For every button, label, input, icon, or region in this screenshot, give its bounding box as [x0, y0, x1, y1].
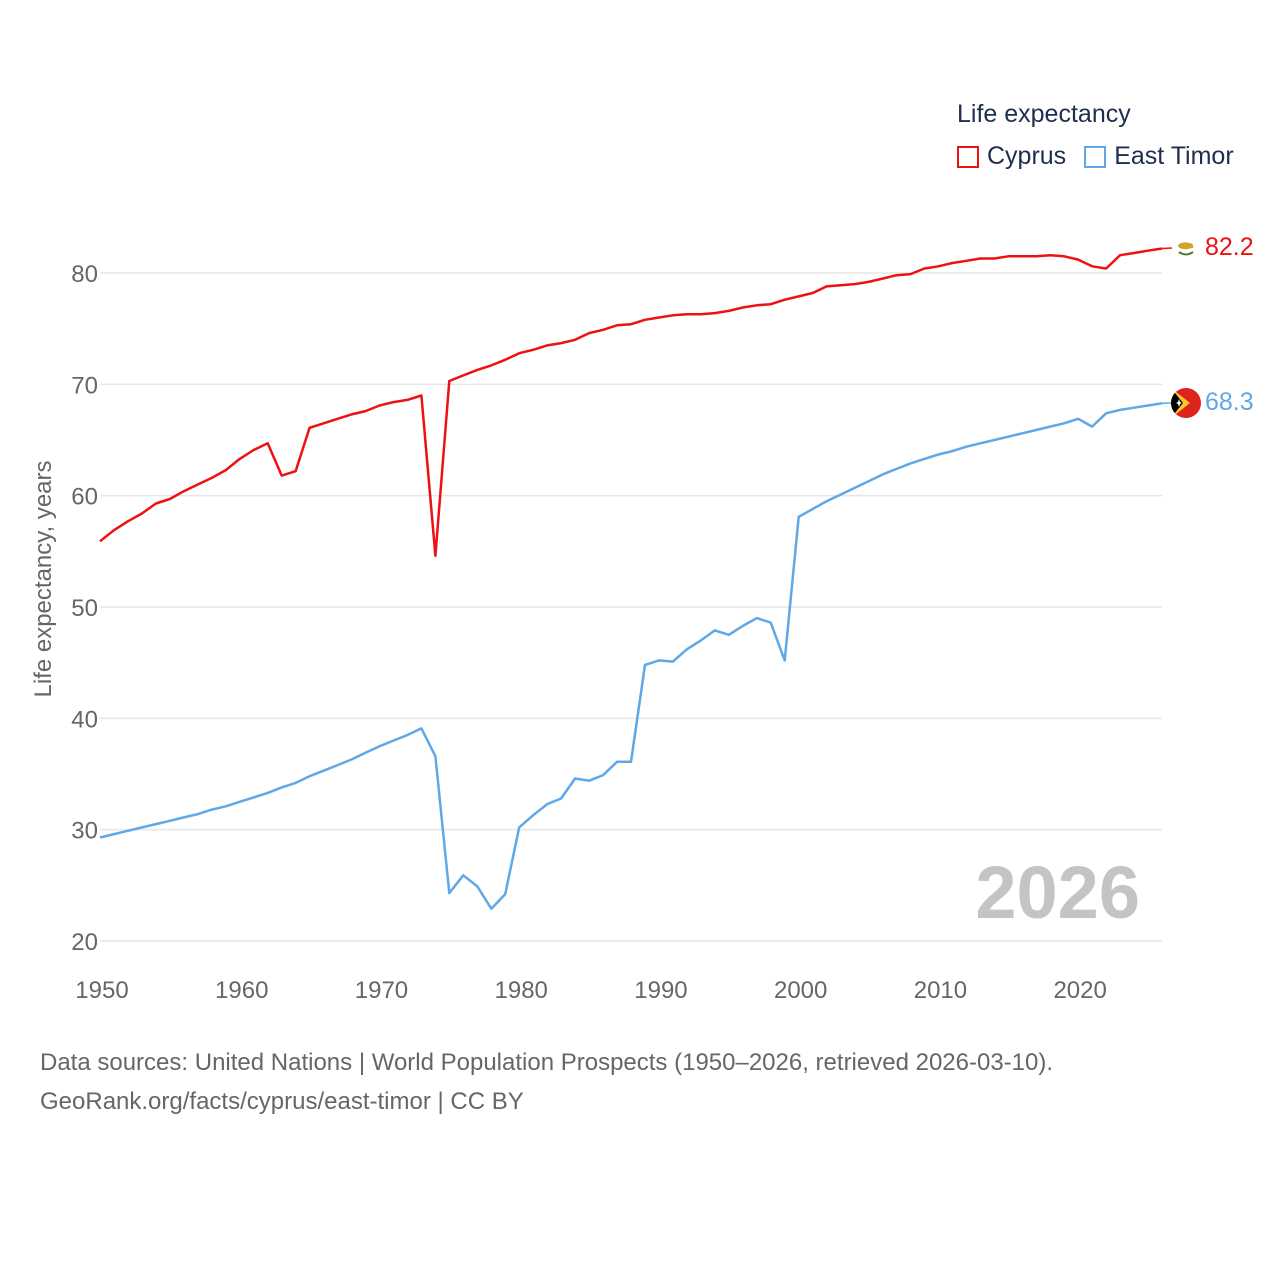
x-tick-label: 2000: [774, 977, 827, 1004]
legend-item-cyprus[interactable]: Cyprus: [957, 142, 1066, 171]
source-line-2[interactable]: GeoRank.org/facts/cyprus/east-timor | CC…: [40, 1088, 524, 1115]
series-line-east-timor[interactable]: [99, 402, 1163, 910]
y-tick-label: 40: [71, 706, 98, 733]
legend-swatch-cyprus: [957, 145, 979, 168]
gridlines: [100, 272, 1162, 942]
x-tick-label: 1990: [634, 977, 687, 1004]
y-axis-label: Life expectancy, years: [30, 460, 57, 697]
y-tick-label: 60: [71, 484, 98, 511]
legend-label-cyprus: Cyprus: [987, 142, 1067, 170]
y-tick-label: 20: [71, 929, 98, 956]
y-axis-ticks: 20 30 40 50 60 70 80: [71, 261, 98, 956]
legend-swatch-east-timor: [1084, 145, 1107, 168]
x-tick-label: 2010: [914, 977, 967, 1004]
series-line-cyprus[interactable]: [99, 247, 1163, 558]
x-tick-label: 1950: [75, 977, 128, 1004]
legend-item-east-timor[interactable]: East Timor: [1084, 142, 1234, 171]
x-tick-label: 1960: [215, 977, 268, 1004]
end-value-label: 82.2: [1205, 233, 1254, 261]
x-tick-label: 1980: [495, 977, 548, 1004]
source-line-1: Data sources: United Nations | World Pop…: [40, 1049, 1054, 1076]
series-lines: [99, 247, 1163, 910]
data-source: Data sources: United Nations | World Pop…: [40, 1043, 1053, 1121]
y-tick-label: 70: [71, 372, 98, 399]
cyprus-flag-icon: [1173, 235, 1199, 261]
y-tick-label: 80: [71, 261, 98, 288]
legend-title: Life expectancy: [957, 100, 1131, 128]
end-value-label: 68.3: [1205, 388, 1254, 416]
end-connector: [1161, 247, 1173, 250]
series-end-labels: 82.2 68.3: [1161, 233, 1254, 416]
y-tick-label: 50: [71, 595, 98, 622]
x-axis-ticks: 1950 1960 1970 1980 1990 2000 2010 2020: [75, 977, 1107, 1004]
legend: Cyprus East Timor: [957, 142, 1252, 171]
watermark-year: 2026: [975, 851, 1140, 934]
y-tick-label: 30: [71, 818, 98, 845]
legend-label-east-timor: East Timor: [1114, 142, 1234, 170]
x-tick-label: 2020: [1053, 977, 1106, 1004]
x-tick-label: 1970: [355, 977, 408, 1004]
east-timor-flag-icon: [1171, 388, 1201, 418]
